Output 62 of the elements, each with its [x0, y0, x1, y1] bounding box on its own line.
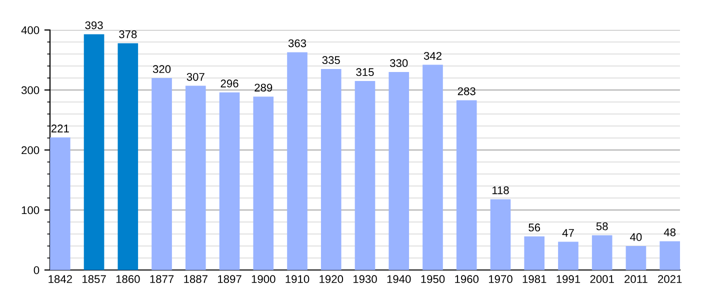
data-label: 378: [119, 30, 137, 38]
bar: [152, 78, 172, 270]
data-label: 363: [288, 39, 306, 48]
data-label: 307: [186, 72, 204, 81]
y-tick-label: 100: [22, 206, 40, 214]
bar: [490, 199, 511, 270]
bar: [118, 43, 138, 270]
data-label: 47: [562, 229, 574, 237]
bar: [524, 236, 545, 270]
x-tick-label: 1887: [184, 275, 208, 284]
x-tick-label: 1960: [455, 275, 479, 284]
data-label: 296: [220, 80, 238, 88]
y-tick-label: 0: [34, 266, 40, 274]
x-tick-label: 1900: [252, 275, 276, 284]
data-label: 315: [356, 68, 374, 76]
data-label: 40: [630, 233, 642, 242]
data-label: 289: [254, 84, 272, 92]
bar: [592, 235, 612, 270]
x-tick-label: 1897: [218, 275, 242, 284]
x-tick-label: 2021: [658, 275, 682, 284]
y-tick-label: 200: [22, 146, 40, 154]
bar: [185, 86, 206, 270]
data-label: 118: [492, 186, 509, 194]
x-tick-label: 2001: [590, 275, 614, 284]
data-label: 283: [458, 87, 476, 96]
x-tick-label: 1930: [353, 275, 377, 284]
y-tick-label: 400: [21, 26, 40, 34]
data-label: 335: [322, 56, 340, 64]
x-tick-label: 1981: [522, 275, 546, 284]
bar: [388, 72, 410, 270]
bar: [422, 64, 443, 270]
x-tick-label: 1877: [150, 275, 174, 284]
x-tick-label: 1970: [488, 275, 512, 284]
data-label: 48: [664, 228, 676, 236]
x-tick-label: 1940: [387, 275, 411, 284]
x-tick-label: 1910: [286, 275, 310, 284]
bar: [558, 242, 578, 270]
x-tick-label: 2011: [624, 275, 648, 284]
bar: [660, 241, 680, 270]
bar: [287, 52, 308, 270]
data-label: 342: [424, 52, 442, 60]
data-label: 320: [152, 65, 171, 74]
x-tick-label: 1950: [421, 275, 445, 284]
data-label: 330: [390, 59, 408, 68]
x-tick-label: 1860: [116, 275, 140, 284]
x-tick-label: 1842: [48, 275, 72, 284]
bar: [253, 96, 274, 270]
x-tick-label: 1857: [82, 275, 106, 284]
data-label: 221: [51, 124, 69, 132]
y-tick-label: 300: [21, 86, 40, 94]
bar: [626, 246, 646, 270]
bar: [320, 69, 342, 270]
data-label: 56: [528, 224, 540, 232]
data-label: 58: [596, 222, 608, 230]
bar: [354, 81, 376, 270]
bar: [456, 100, 477, 270]
x-tick-label: 1920: [320, 275, 344, 284]
data-label: 393: [85, 21, 103, 30]
bar: [84, 34, 104, 270]
bar: [219, 92, 240, 270]
bar: [50, 137, 70, 270]
x-tick-label: 1991: [556, 275, 580, 284]
